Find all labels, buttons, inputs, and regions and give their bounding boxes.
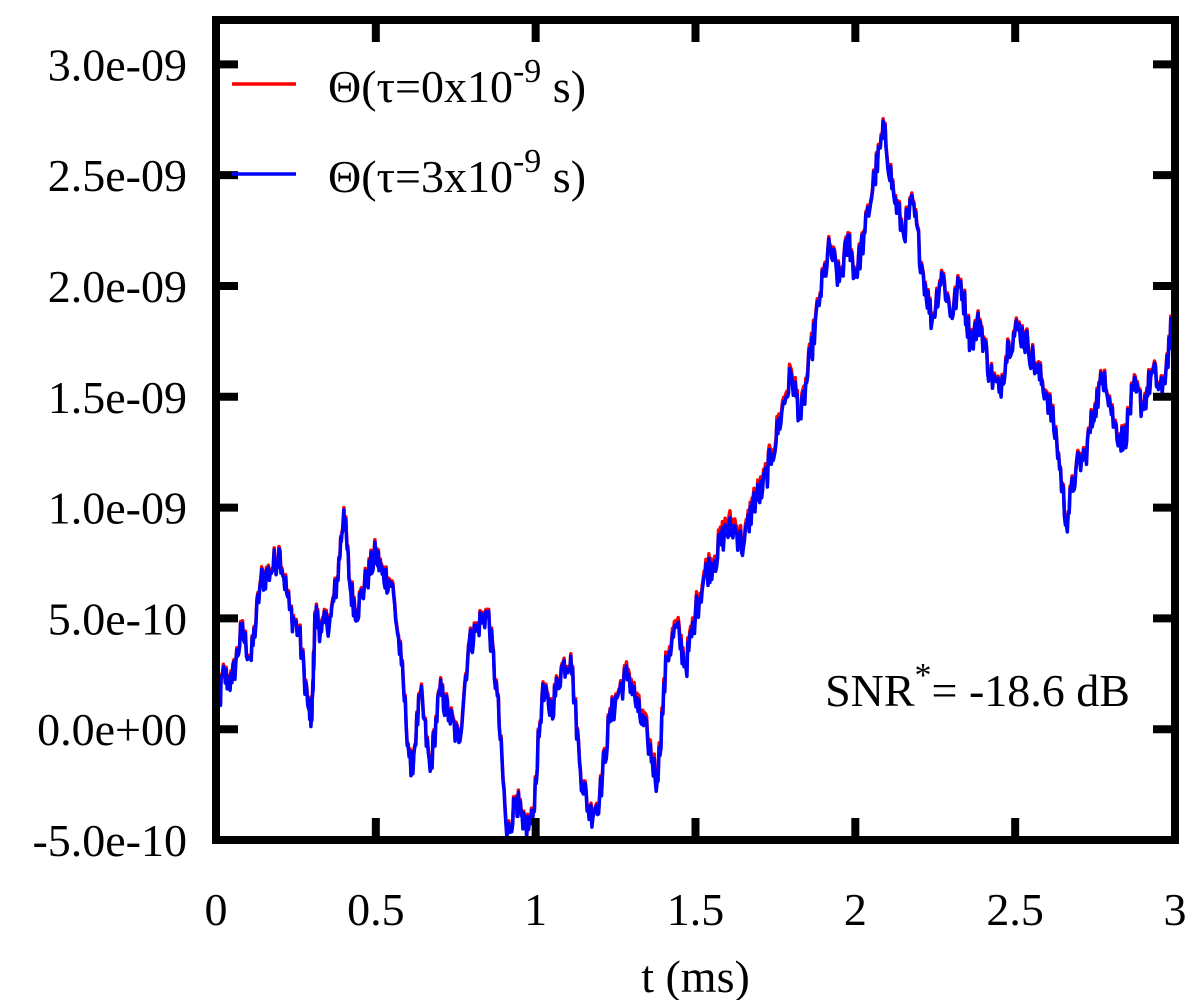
x-axis-title: t (ms)	[641, 951, 750, 1000]
y-tick-label: 3.0e-09	[48, 39, 187, 90]
x-tick-label: 1	[524, 884, 547, 935]
y-tick-label: 0.0e+00	[37, 704, 187, 755]
snr-annotation: SNR*= -18.6 dB	[825, 657, 1130, 716]
x-tick-label: 1.5	[667, 884, 725, 935]
y-tick-label: 2.0e-09	[48, 261, 187, 312]
y-tick-label: 1.5e-09	[48, 372, 187, 423]
series-line-1	[216, 117, 1174, 838]
x-tick-label: 2.5	[986, 884, 1044, 935]
x-tick-label: 0	[205, 884, 228, 935]
x-tick-label: 2	[844, 884, 867, 935]
x-tick-label: 3	[1164, 884, 1187, 935]
y-tick-label: -5.0e-10	[32, 815, 187, 866]
ticks-layer	[212, 20, 1179, 844]
series-line-2	[216, 119, 1174, 840]
x-tick-label: 0.5	[347, 884, 405, 935]
series-layer	[216, 117, 1174, 840]
tick-label-layer: 0 0.5 1 1.5 2 2.5 3 -5.0e-10 0.0e+00 5.0e-10 1.0e-…	[32, 39, 1186, 935]
y-tick-label: 2.5e-09	[48, 150, 187, 201]
legend-entry: Θ(τ=0x10-9 s)	[328, 53, 586, 112]
plot-frame	[212, 16, 1179, 844]
legend: Θ(τ=0x10-9 s) Θ(τ=3x10-9 s)	[232, 53, 586, 202]
y-tick-label: 5.0e-10	[48, 593, 187, 644]
y-tick-label: 1.0e-09	[48, 483, 187, 534]
legend-entry: Θ(τ=3x10-9 s)	[328, 143, 586, 202]
